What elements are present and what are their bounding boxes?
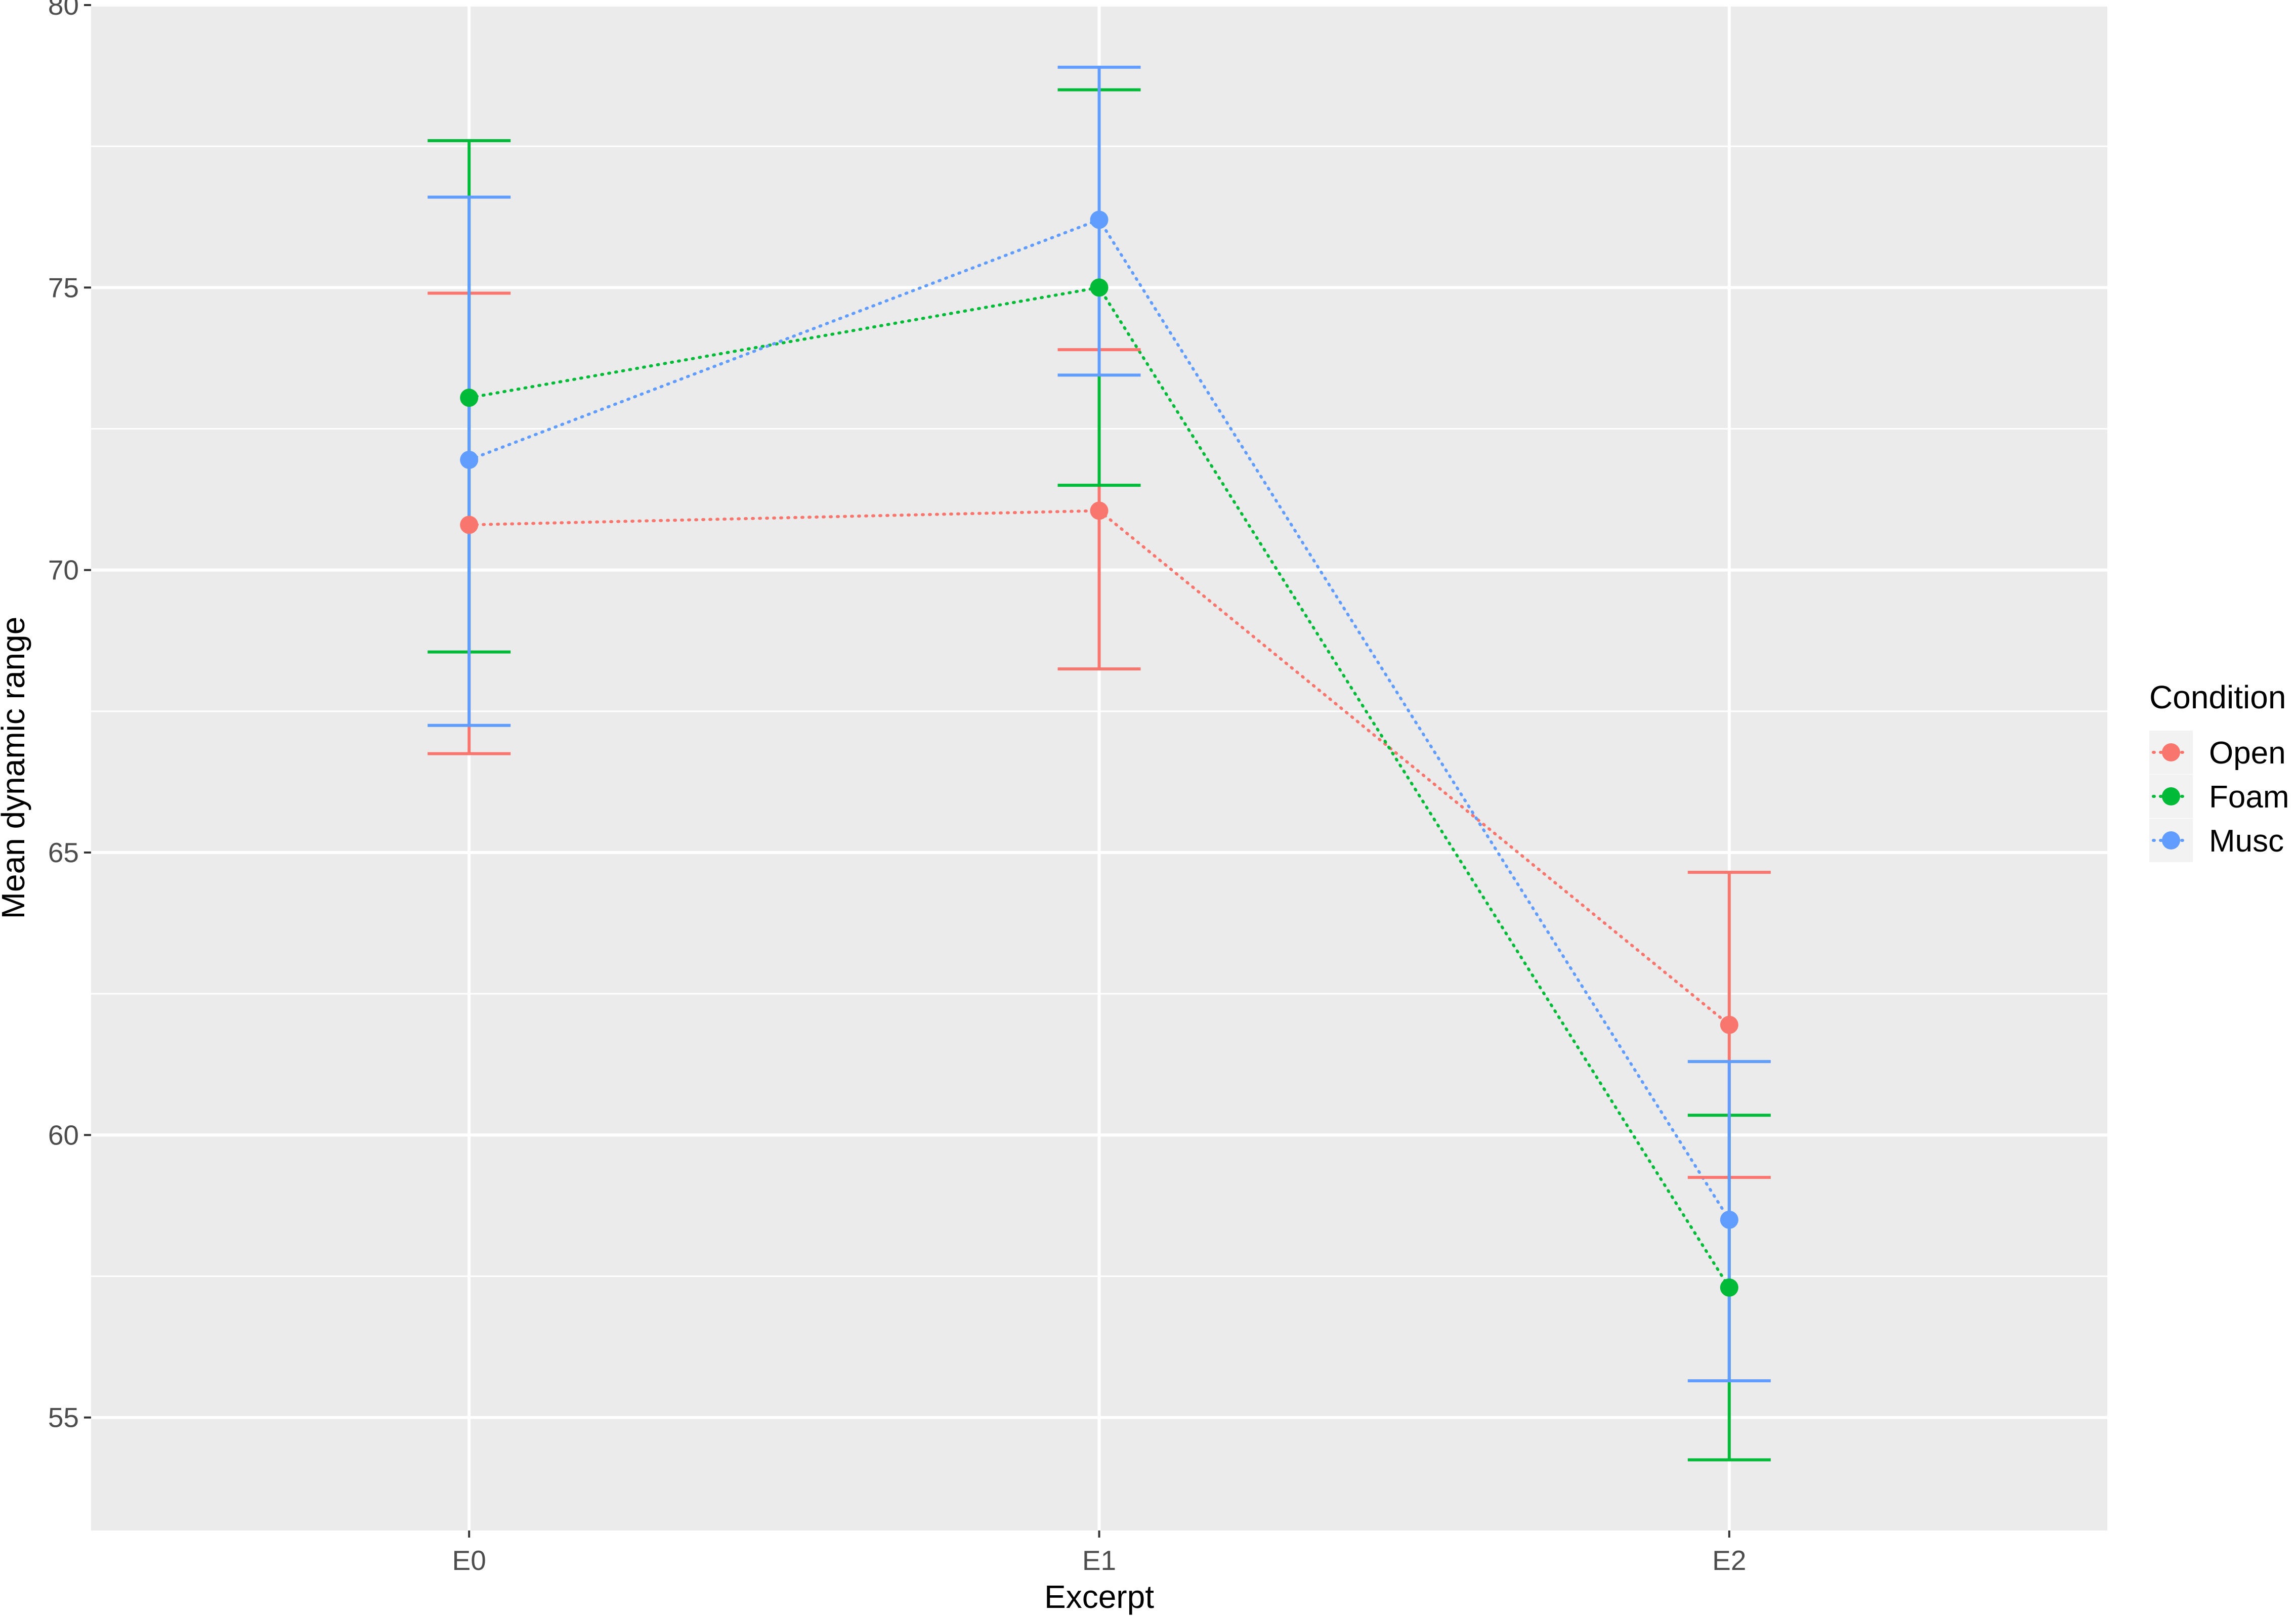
- y-tick-label: 55: [48, 1402, 79, 1433]
- x-tick-label: E2: [1712, 1545, 1746, 1576]
- data-point-musc: [1720, 1210, 1738, 1229]
- data-point-musc: [1090, 210, 1109, 229]
- legend-label-musc: Musc: [2209, 824, 2284, 859]
- y-tick-label: 70: [48, 555, 79, 586]
- data-point-foam: [1090, 278, 1109, 297]
- y-tick-label: 60: [48, 1119, 79, 1151]
- data-point-open: [460, 516, 479, 534]
- legend-key-point: [2162, 743, 2180, 761]
- y-tick-label: 80: [48, 0, 79, 21]
- points: [460, 210, 1738, 1297]
- legend-label-foam: Foam: [2209, 780, 2289, 815]
- x-axis-title: Excerpt: [1044, 1579, 1154, 1615]
- data-point-open: [1090, 501, 1109, 520]
- data-point-foam: [1720, 1278, 1738, 1297]
- x-tick-label: E1: [1082, 1545, 1116, 1576]
- data-point-open: [1720, 1015, 1738, 1034]
- legend-label-open: Open: [2209, 736, 2286, 771]
- y-tick-label: 65: [48, 837, 79, 868]
- legend-key-point: [2162, 787, 2180, 805]
- y-tick-label: 75: [48, 272, 79, 303]
- y-axis-title: Mean dynamic range: [0, 617, 31, 919]
- data-point-musc: [460, 450, 479, 469]
- axes: 55 60 65 70 75 80 E0 E1 E2: [48, 0, 1747, 1576]
- legend: Condition Open Foam Musc: [2149, 679, 2289, 862]
- legend-key-point: [2162, 831, 2180, 849]
- data-point-foam: [460, 389, 479, 407]
- x-tick-label: E0: [452, 1545, 486, 1576]
- legend-title: Condition: [2149, 679, 2286, 715]
